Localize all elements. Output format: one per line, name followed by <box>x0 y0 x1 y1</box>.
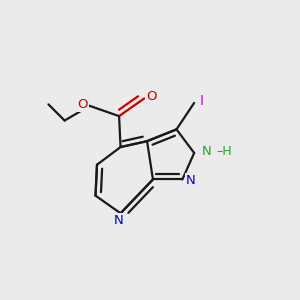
Text: N: N <box>186 174 196 188</box>
Text: –H: –H <box>216 145 232 158</box>
Text: O: O <box>77 98 88 111</box>
Text: O: O <box>146 91 157 103</box>
Text: N: N <box>114 214 124 227</box>
Text: I: I <box>200 94 203 108</box>
Text: N: N <box>202 145 211 158</box>
